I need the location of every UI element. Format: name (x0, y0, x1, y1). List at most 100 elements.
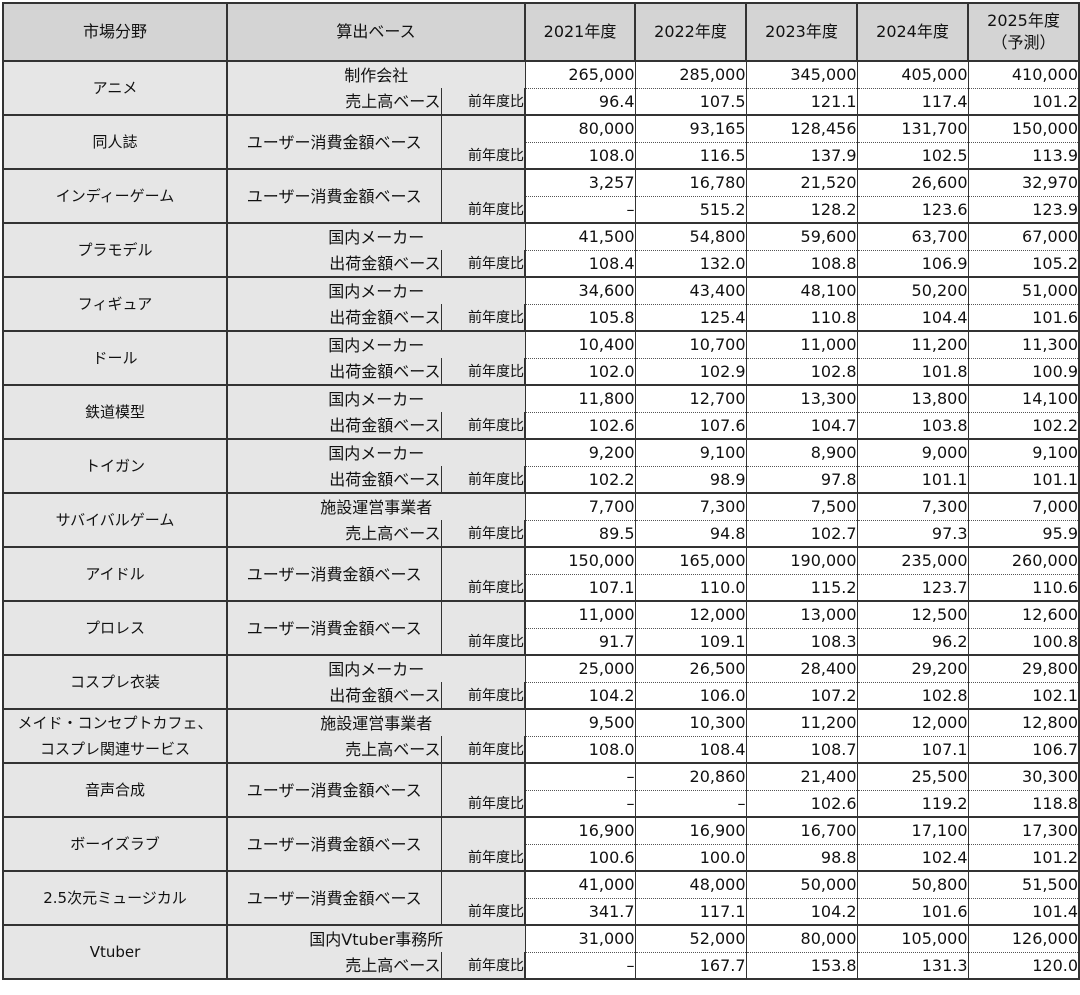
table-row: ボーイズラブ ユーザー消費金額ベース 16,900 16,900 16,700 17,10… (2, 817, 1080, 872)
category-cell: アイドル (2, 547, 228, 602)
basis-line-1: 国内Vtuber事務所 (227, 925, 526, 952)
value-cell: 9,200 (525, 439, 636, 467)
value-cell: 11,000 (525, 601, 636, 629)
category-cell: フィギュア (2, 277, 228, 332)
yoy-cell: 123.6 (857, 196, 969, 224)
yoy-cell: 108.0 (525, 736, 636, 764)
table-row-yoy: 前年度比 –515.2 128.2 123.6 123.9 (3, 196, 1080, 224)
yoy-cell: 102.4 (857, 844, 969, 872)
value-cell: 12,000 (857, 709, 969, 737)
category-cell: サバイバルゲーム (2, 493, 228, 548)
yoy-cell: 341.7 (525, 898, 636, 926)
table-row-yoy: 出荷金額ベース 前年度比 102.6 107.6 104.7 103.8 102.2 (3, 412, 1080, 440)
yoy-cell: 107.6 (635, 412, 747, 440)
yoy-cell: 132.0 (635, 250, 747, 278)
yoy-cell: 102.7 (746, 520, 858, 548)
basis-line-1: 国内メーカー (227, 655, 526, 682)
yoy-cell: 120.0 (968, 952, 1080, 980)
value-cell: 21,520 (746, 169, 858, 197)
value-cell: 131,700 (857, 115, 969, 143)
value-cell: 11,300 (968, 331, 1080, 359)
basis-line-1: 制作会社 (227, 61, 526, 88)
value-cell: 17,100 (857, 817, 969, 845)
category-cell: アニメ (2, 61, 228, 116)
category-label: アイドル (85, 565, 145, 583)
yoy-cell: 102.5 (857, 142, 969, 170)
yoy-cell: 100.8 (968, 628, 1080, 656)
table-body: アニメ 制作会社 265,000 285,000 345,000 405,000 410,0… (2, 61, 1080, 980)
table-row: フィギュア 国内メーカー 34,600 43,400 48,100 50,200 51,00… (2, 277, 1080, 332)
category-label: サバイバルゲーム (55, 511, 175, 529)
yoy-cell: – (635, 790, 747, 818)
yoy-cell: 102.9 (635, 358, 747, 386)
category-cell: 2.5次元ミュージカル (2, 871, 228, 926)
value-cell: 51,000 (968, 277, 1080, 305)
table-row: メイド・コンセプトカフェ、 コスプレ関連サービス 施設運営事業者 9,500 10,30… (2, 709, 1080, 764)
value-cell: 41,000 (525, 871, 636, 899)
category-label: 音声合成 (84, 781, 145, 799)
value-cell: 128,456 (746, 115, 858, 143)
value-cell: 51,500 (968, 871, 1080, 899)
table-row: 音声合成 ユーザー消費金額ベース –20,860 21,400 25,500 30,300 (2, 763, 1080, 818)
table-row: サバイバルゲーム 施設運営事業者 7,700 7,300 7,500 7,300 7,000 (2, 493, 1080, 548)
value-cell: 11,200 (746, 709, 858, 737)
category-label: 2.5次元ミュージカル (43, 889, 187, 907)
value-cell: 105,000 (857, 925, 969, 953)
yoy-cell: 101.6 (968, 304, 1080, 332)
yoy-label: 前年度比 (440, 142, 527, 170)
table-row: 同人誌 ユーザー消費金額ベース 80,000 93,165 128,456 131,700… (2, 115, 1080, 170)
yoy-label: 前年度比 (440, 412, 527, 440)
category-cell: インディーゲーム (2, 169, 228, 224)
basis-line-2: 売上高ベース (227, 520, 441, 548)
yoy-cell: 117.1 (635, 898, 747, 926)
value-cell: 14,100 (968, 385, 1080, 413)
category-label: 同人誌 (92, 133, 138, 151)
category-label: ボーイズラブ (70, 835, 160, 853)
table-row-yoy: 前年度比 100.6 100.0 98.8 102.4 101.2 (3, 844, 1080, 872)
table-header: 市場分野 算出ベース 2021年度 2022年度 2023年度 2024年度 2… (2, 2, 1080, 62)
basis-cell: ユーザー消費金額ベース (227, 115, 442, 170)
yoy-cell: 94.8 (635, 520, 747, 548)
yoy-label: 前年度比 (440, 358, 527, 386)
value-cell: 165,000 (635, 547, 747, 575)
value-cell: 150,000 (968, 115, 1080, 143)
value-cell: 48,000 (635, 871, 747, 899)
basis-cell: ユーザー消費金額ベース (227, 601, 442, 656)
yoy-cell: 110.8 (746, 304, 858, 332)
yoy-cell: 102.8 (746, 358, 858, 386)
yoy-cell: 104.4 (857, 304, 969, 332)
basis-line-2: 出荷金額ベース (227, 304, 441, 332)
header-year-2021: 2021年度 (524, 2, 637, 62)
value-cell: 54,800 (635, 223, 747, 251)
yoy-cell: 105.2 (968, 250, 1080, 278)
value-cell: 126,000 (968, 925, 1080, 953)
value-cell: 43,400 (635, 277, 747, 305)
value-cell: 265,000 (525, 61, 636, 89)
yoy-cell: 128.2 (746, 196, 858, 224)
yoy-label: 前年度比 (440, 790, 527, 818)
basis-line-1: 国内メーカー (227, 223, 526, 250)
basis-line-2: 出荷金額ベース (227, 250, 441, 278)
yoy-cell: 105.8 (525, 304, 636, 332)
value-cell: 25,500 (857, 763, 969, 791)
yoy-cell: 100.0 (635, 844, 747, 872)
table-row-yoy: 前年度比 107.1 110.0 115.2 123.7 110.6 (3, 574, 1080, 602)
yoy-label: 前年度比 (440, 628, 527, 656)
yoy-cell: – (525, 790, 636, 818)
value-cell: 10,300 (635, 709, 747, 737)
value-cell: 11,200 (857, 331, 969, 359)
header-year-2024: 2024年度 (856, 2, 970, 62)
yoy-cell: 117.4 (857, 88, 969, 116)
yoy-cell: 102.6 (746, 790, 858, 818)
value-cell: 28,400 (746, 655, 858, 683)
yoy-cell: 131.3 (857, 952, 969, 980)
yoy-label: 前年度比 (440, 196, 527, 224)
yoy-cell: 107.1 (525, 574, 636, 602)
table-row: アイドル ユーザー消費金額ベース 150,000 165,000 190,000 235,… (2, 547, 1080, 602)
value-cell: 7,300 (857, 493, 969, 521)
table-row: プラモデル 国内メーカー 41,500 54,800 59,600 63,700 67,00… (2, 223, 1080, 278)
value-cell: 67,000 (968, 223, 1080, 251)
table-row: コスプレ衣装 国内メーカー 25,000 26,500 28,400 29,200 29,8… (2, 655, 1080, 710)
table-row-yoy: 出荷金額ベース 前年度比 108.4 132.0 108.8 106.9 105.2 (3, 250, 1080, 278)
